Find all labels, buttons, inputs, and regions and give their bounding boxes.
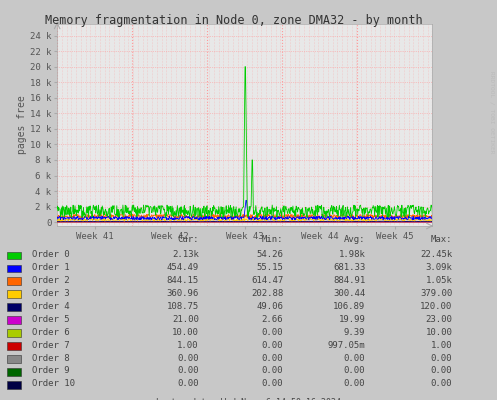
Text: Cur:: Cur: xyxy=(177,235,199,244)
Text: Order 0: Order 0 xyxy=(32,250,70,259)
Text: Order 8: Order 8 xyxy=(32,354,70,362)
Text: 120.00: 120.00 xyxy=(420,302,452,311)
Text: Max:: Max: xyxy=(431,235,452,244)
Text: Order 9: Order 9 xyxy=(32,366,70,376)
Text: 1.00: 1.00 xyxy=(431,340,452,350)
Text: 49.06: 49.06 xyxy=(256,302,283,311)
Text: 1.00: 1.00 xyxy=(177,340,199,350)
Text: 3.09k: 3.09k xyxy=(425,263,452,272)
Text: 844.15: 844.15 xyxy=(166,276,199,285)
Text: 379.00: 379.00 xyxy=(420,289,452,298)
Bar xyxy=(7,303,21,311)
Text: 202.88: 202.88 xyxy=(251,289,283,298)
Text: 0.00: 0.00 xyxy=(262,354,283,362)
Bar xyxy=(7,329,21,337)
Text: 300.44: 300.44 xyxy=(333,289,365,298)
Text: Last update: Wed Nov  6 14:50:16 2024: Last update: Wed Nov 6 14:50:16 2024 xyxy=(156,398,341,400)
Text: 0.00: 0.00 xyxy=(431,366,452,376)
Text: Memory fragmentation in Node 0, zone DMA32 - by month: Memory fragmentation in Node 0, zone DMA… xyxy=(45,14,422,27)
Text: Order 2: Order 2 xyxy=(32,276,70,285)
Text: 1.05k: 1.05k xyxy=(425,276,452,285)
Text: 454.49: 454.49 xyxy=(166,263,199,272)
Bar xyxy=(7,381,21,389)
Bar xyxy=(7,252,21,260)
Text: RRDTOOL / TOBI OETIKER: RRDTOOL / TOBI OETIKER xyxy=(490,71,495,153)
Text: 55.15: 55.15 xyxy=(256,263,283,272)
Bar xyxy=(7,342,21,350)
Text: Order 6: Order 6 xyxy=(32,328,70,337)
Bar xyxy=(7,368,21,376)
Text: 0.00: 0.00 xyxy=(177,354,199,362)
Bar xyxy=(7,278,21,285)
Text: 9.39: 9.39 xyxy=(344,328,365,337)
Text: 997.05m: 997.05m xyxy=(328,340,365,350)
Bar xyxy=(7,355,21,363)
Text: 614.47: 614.47 xyxy=(251,276,283,285)
Text: 1.98k: 1.98k xyxy=(338,250,365,259)
Text: 106.89: 106.89 xyxy=(333,302,365,311)
Text: Order 10: Order 10 xyxy=(32,379,76,388)
Text: 108.75: 108.75 xyxy=(166,302,199,311)
Bar xyxy=(7,316,21,324)
Text: 0.00: 0.00 xyxy=(177,366,199,376)
Text: 0.00: 0.00 xyxy=(431,379,452,388)
Text: 23.00: 23.00 xyxy=(425,315,452,324)
Text: Avg:: Avg: xyxy=(344,235,365,244)
Text: 22.45k: 22.45k xyxy=(420,250,452,259)
Bar xyxy=(7,264,21,272)
Text: 2.13k: 2.13k xyxy=(172,250,199,259)
Text: Order 3: Order 3 xyxy=(32,289,70,298)
Text: 884.91: 884.91 xyxy=(333,276,365,285)
Text: Order 5: Order 5 xyxy=(32,315,70,324)
Y-axis label: pages free: pages free xyxy=(17,96,27,154)
Text: 0.00: 0.00 xyxy=(177,379,199,388)
Text: 0.00: 0.00 xyxy=(344,354,365,362)
Text: 0.00: 0.00 xyxy=(344,379,365,388)
Bar xyxy=(7,290,21,298)
Text: 0.00: 0.00 xyxy=(431,354,452,362)
Text: Order 4: Order 4 xyxy=(32,302,70,311)
Text: 0.00: 0.00 xyxy=(262,379,283,388)
Text: 0.00: 0.00 xyxy=(262,340,283,350)
Text: 10.00: 10.00 xyxy=(172,328,199,337)
Text: Order 1: Order 1 xyxy=(32,263,70,272)
Text: 681.33: 681.33 xyxy=(333,263,365,272)
Text: 21.00: 21.00 xyxy=(172,315,199,324)
Text: 0.00: 0.00 xyxy=(262,366,283,376)
Text: Order 7: Order 7 xyxy=(32,340,70,350)
Text: 2.66: 2.66 xyxy=(262,315,283,324)
Text: 19.99: 19.99 xyxy=(338,315,365,324)
Text: 10.00: 10.00 xyxy=(425,328,452,337)
Text: 54.26: 54.26 xyxy=(256,250,283,259)
Text: 360.96: 360.96 xyxy=(166,289,199,298)
Text: 0.00: 0.00 xyxy=(344,366,365,376)
Text: 0.00: 0.00 xyxy=(262,328,283,337)
Text: Min:: Min: xyxy=(262,235,283,244)
